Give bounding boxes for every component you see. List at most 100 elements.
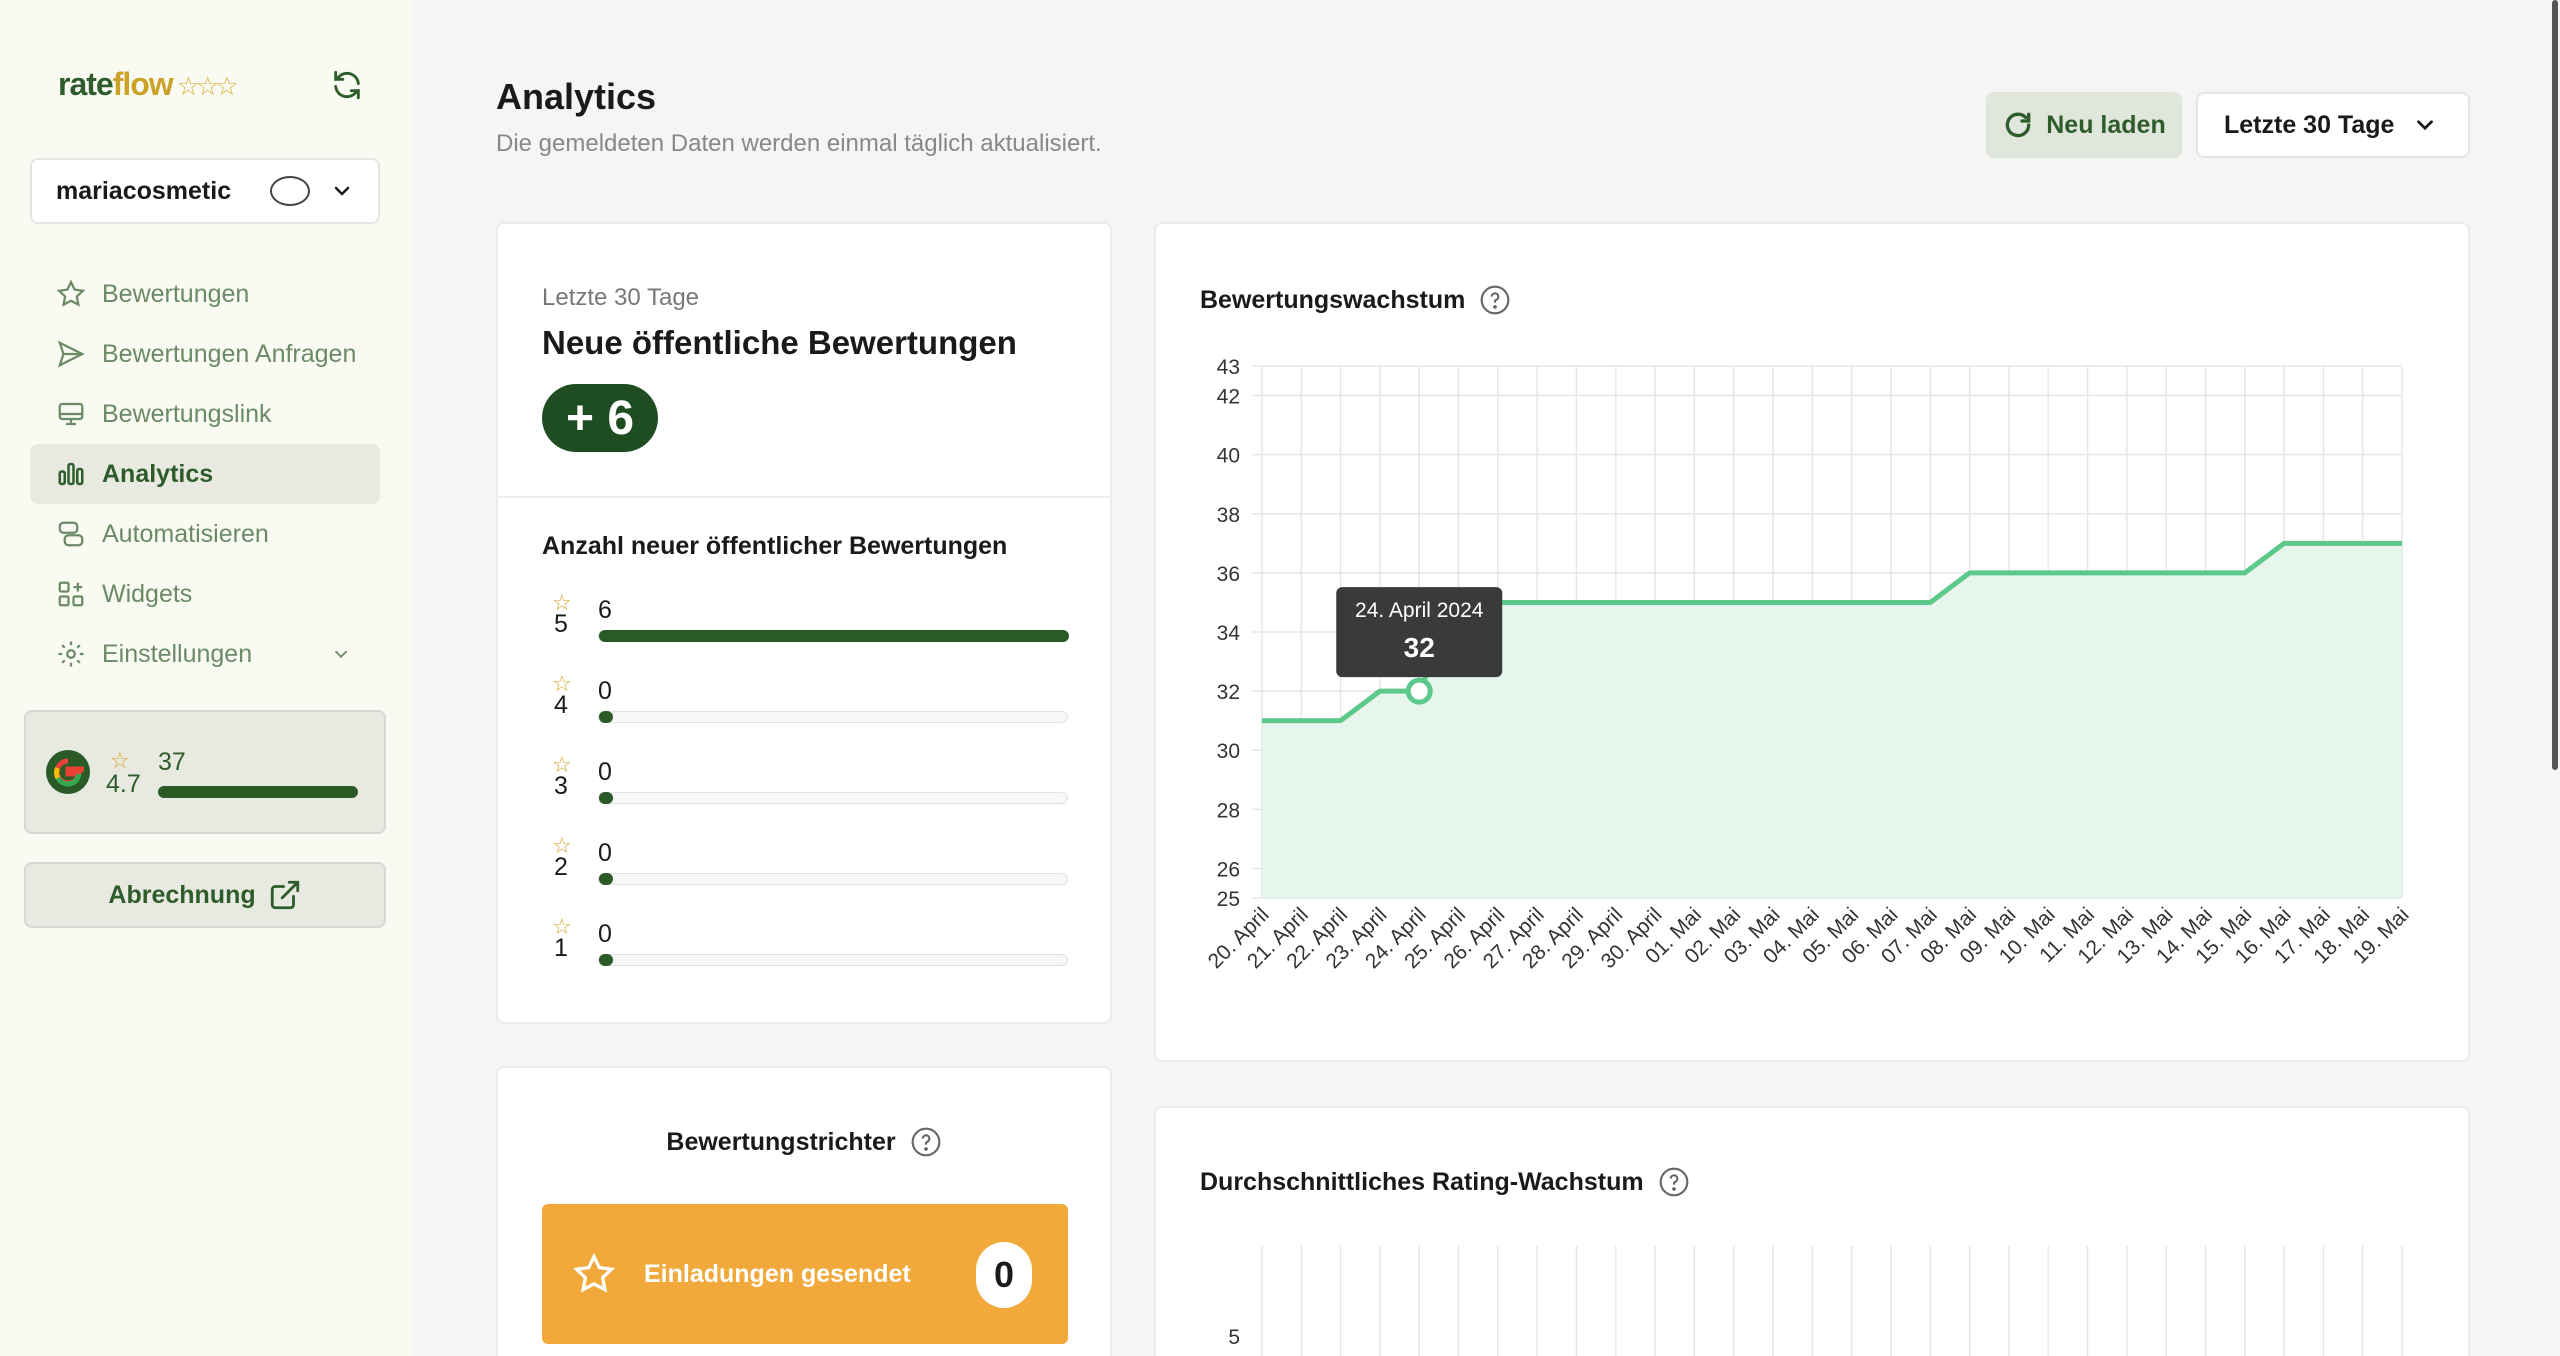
funnel-step-label: Einladungen gesendet — [644, 1259, 911, 1288]
y-tick-label: 28 — [1217, 799, 1240, 822]
bar-chart-icon — [58, 462, 84, 486]
rating-bar — [158, 786, 358, 798]
sidebar-item-analytics[interactable]: Analytics — [30, 444, 380, 504]
star-breakdown-row: ☆ 1 0 — [542, 914, 1072, 974]
funnel-title: Bewertungstrichter — [498, 1126, 1110, 1158]
google-icon — [46, 750, 90, 794]
billing-button[interactable]: Abrechnung — [24, 862, 386, 928]
refresh-icon — [2005, 112, 2031, 138]
sidebar-item-label: Einstellungen — [102, 639, 253, 668]
reload-button[interactable]: Neu laden — [1986, 92, 2182, 158]
sidebar-item-label: Widgets — [102, 579, 193, 608]
help-icon[interactable] — [910, 1126, 942, 1158]
chevron-down-icon — [2417, 120, 2434, 131]
star-level: 3 — [554, 772, 568, 800]
y-tick-label: 5 — [1228, 1326, 1240, 1349]
date-range-label: Letzte 30 Tage — [2224, 110, 2395, 139]
star-breakdown-row: ☆ 4 0 — [542, 671, 1072, 731]
monitor-icon — [58, 402, 84, 426]
star-bar-fill — [599, 711, 613, 723]
y-tick-label: 26 — [1217, 858, 1240, 881]
star-breakdown-row: ☆ 2 0 — [542, 833, 1072, 893]
y-tick-label: 43 — [1217, 356, 1240, 379]
chart-title: Durchschnittliches Rating-Wachstum — [1200, 1166, 1690, 1198]
star-icon: ☆ — [110, 748, 130, 773]
star-level: 5 — [554, 610, 568, 638]
sidebar-item-automatisieren[interactable]: Automatisieren — [30, 504, 380, 564]
y-tick-label: 38 — [1217, 504, 1240, 527]
sidebar-item-label: Bewertungslink — [102, 399, 272, 428]
page-title: Analytics — [496, 76, 657, 117]
avg-rating-growth-card: Durchschnittliches Rating-Wachstum 5 — [1154, 1106, 2470, 1356]
star-bar-fill — [599, 873, 613, 885]
tooltip-value: 32 — [1404, 632, 1435, 663]
new-reviews-badge: + 6 — [542, 384, 658, 452]
y-tick-label: 42 — [1217, 386, 1240, 409]
star-bar-track — [598, 630, 1069, 642]
star-bar-fill — [599, 954, 613, 966]
y-tick-label: 32 — [1217, 681, 1240, 704]
sidebar-item-label: Bewertungen — [102, 279, 250, 308]
star-icon — [572, 1252, 616, 1293]
widgets-icon — [58, 581, 84, 607]
star-breakdown-row: ☆ 5 6 — [542, 590, 1072, 650]
rating-average: 4.7 — [106, 770, 141, 798]
sync-icon[interactable] — [330, 68, 364, 102]
help-icon[interactable] — [1479, 284, 1511, 316]
date-range-select[interactable]: Letzte 30 Tage — [2196, 92, 2470, 158]
sidebar-item-label: Analytics — [102, 459, 214, 488]
divider — [498, 496, 1110, 498]
funnel-card: Bewertungstrichter Einladungen gesendet … — [496, 1066, 1112, 1356]
star-level: 4 — [554, 691, 568, 719]
star-level: 2 — [554, 853, 568, 881]
chart-title-text: Durchschnittliches Rating-Wachstum — [1200, 1167, 1644, 1196]
y-tick-label: 30 — [1217, 740, 1240, 763]
funnel-step-value: 0 — [976, 1242, 1032, 1308]
star-icon: ☆ — [552, 671, 572, 696]
star-bar-fill — [599, 630, 1069, 642]
sidebar-item-bewertungen-anfragen[interactable]: Bewertungen Anfragen — [30, 324, 380, 384]
series-area — [1262, 543, 2402, 898]
y-tick-label: 36 — [1217, 563, 1240, 586]
sidebar-item-label: Bewertungen Anfragen — [102, 339, 357, 368]
star-bar-track — [598, 954, 1068, 966]
scrollbar[interactable] — [2552, 0, 2558, 770]
star-count: 0 — [598, 839, 612, 867]
highlighted-point — [1405, 677, 1433, 705]
help-icon[interactable] — [1658, 1166, 1690, 1198]
sidebar-item-bewertungslink[interactable]: Bewertungslink — [30, 384, 380, 444]
page-subtitle: Die gemeldeten Daten werden einmal tägli… — [496, 130, 1102, 157]
star-count: 0 — [598, 677, 612, 705]
star-bar-track — [598, 873, 1068, 885]
star-count: 6 — [598, 596, 612, 624]
review-growth-card: Bewertungswachstum 25 26 28 30 32 34 36 38 40 42 4… — [1154, 222, 2470, 1062]
account-selector[interactable]: mariacosmetic — [30, 158, 380, 224]
logo[interactable]: rateflow ☆☆☆ — [58, 66, 239, 102]
automation-icon — [58, 521, 84, 547]
breakdown-title: Anzahl neuer öffentlicher Bewertungen — [542, 532, 1008, 560]
star-icon: ☆ — [552, 833, 572, 858]
sidebar: rateflow ☆☆☆ mariacosmetic Bewertungen Be… — [0, 0, 413, 1356]
card-heading: Neue öffentliche Bewertungen — [542, 324, 1017, 361]
period-label: Letzte 30 Tage — [542, 284, 700, 311]
tooltip-date: 24. April 2024 — [1355, 599, 1484, 622]
star-icon: ☆ — [552, 590, 572, 615]
star-icon: ☆ — [552, 914, 572, 939]
sidebar-nav: Bewertungen Bewertungen Anfragen Bewertu… — [30, 264, 380, 684]
tooltip-box — [1336, 587, 1503, 678]
star-count: 0 — [598, 758, 612, 786]
sidebar-item-widgets[interactable]: Widgets — [30, 564, 380, 624]
sidebar-item-label: Automatisieren — [102, 519, 269, 548]
gear-icon — [58, 641, 84, 667]
sidebar-item-bewertungen[interactable]: Bewertungen — [30, 264, 380, 324]
funnel-step-invitations: Einladungen gesendet 0 — [542, 1204, 1068, 1344]
star-bar-track — [598, 792, 1068, 804]
star-level: 1 — [554, 934, 568, 962]
sidebar-item-einstellungen[interactable]: Einstellungen — [30, 624, 380, 684]
funnel-title-text: Bewertungstrichter — [666, 1127, 896, 1156]
chart-title-text: Bewertungswachstum — [1200, 285, 1466, 314]
star-icon: ☆ — [552, 752, 572, 777]
y-tick-label: 34 — [1217, 622, 1241, 645]
new-reviews-card: Letzte 30 Tage Neue öffentliche Bewertun… — [496, 222, 1112, 1024]
